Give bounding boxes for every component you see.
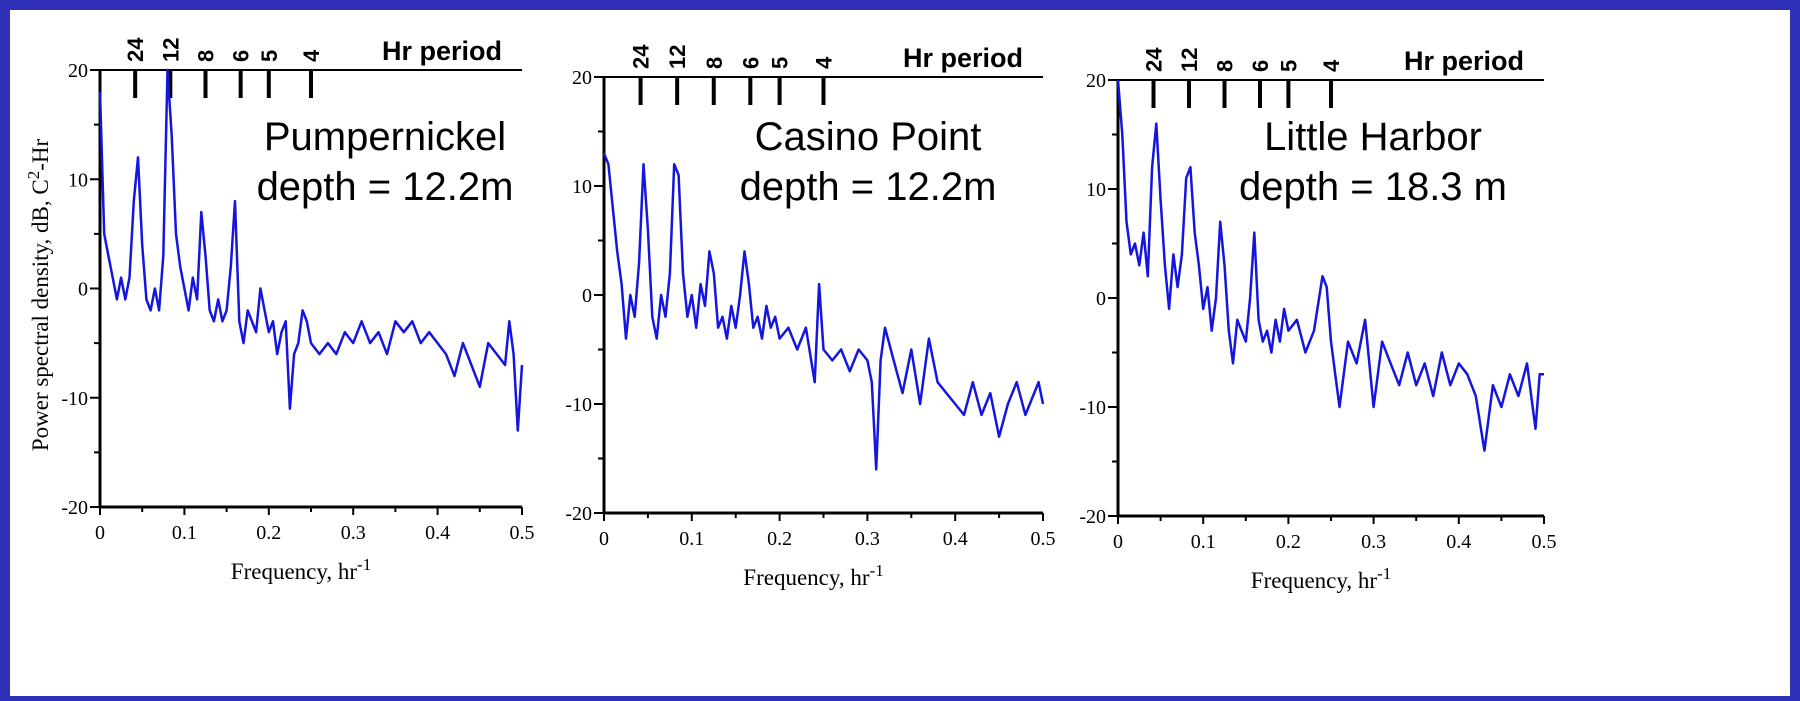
x-tick-label: 0.2 xyxy=(1276,531,1301,553)
figure-canvas: -20 -10 0 10 20 0 0.1 0.2 0.3 0.4 0.5 Frequency, hr… xyxy=(10,10,1790,696)
period-tick-label: 12 xyxy=(665,45,690,69)
y-tick-label: -20 xyxy=(61,497,88,519)
x-tick-label: 0.1 xyxy=(1191,531,1216,553)
y-tick-label: -20 xyxy=(1079,506,1106,528)
spectrum-line xyxy=(1116,79,1544,452)
panel-title-station: Pumpernickel xyxy=(264,115,506,159)
period-tick-label: 6 xyxy=(1248,60,1273,72)
period-tick-label: 4 xyxy=(1319,59,1344,72)
period-axis-label: Hr period xyxy=(903,43,1023,73)
y-tick-label: 0 xyxy=(582,285,592,307)
period-tick-label: 4 xyxy=(299,49,324,62)
x-tick-label: 0.1 xyxy=(679,528,704,550)
x-axis-label: Frequency, hr-1 xyxy=(231,555,371,584)
y-axis-label: Power spectral density, dB, C2-Hr xyxy=(24,138,53,451)
x-tick-label: 0 xyxy=(1113,531,1123,553)
y-tick-label: 10 xyxy=(68,169,88,191)
y-tick-label: 20 xyxy=(1086,70,1106,92)
x-tick-label: 0.4 xyxy=(1446,531,1471,553)
period-tick-label: 12 xyxy=(158,38,183,62)
period-axis-label: Hr period xyxy=(382,36,502,66)
y-tick-label: -20 xyxy=(565,503,592,525)
y-tick-label: -10 xyxy=(61,388,88,410)
period-axis-label: Hr period xyxy=(1404,46,1524,76)
y-tick-label: 0 xyxy=(78,279,88,301)
period-tick-label: 6 xyxy=(738,57,763,69)
period-tick-label: 5 xyxy=(257,50,282,62)
period-tick-label: 24 xyxy=(629,44,654,69)
panel-title-depth: depth = 12.2m xyxy=(257,165,514,209)
y-axis-label-tail: -Hr xyxy=(28,138,53,170)
x-tick-label: 0 xyxy=(95,522,105,544)
y-tick-label: 20 xyxy=(68,60,88,82)
x-tick-label: 0.4 xyxy=(425,522,450,544)
x-axis-label: Frequency, hr-1 xyxy=(1251,564,1391,593)
x-tick-label: 0.3 xyxy=(855,528,880,550)
panel-title-depth: depth = 12.2m xyxy=(740,165,997,209)
x-tick-label: 0.3 xyxy=(1361,531,1386,553)
period-tick-label: 6 xyxy=(229,50,254,62)
y-tick-label: 20 xyxy=(572,67,592,89)
period-tick-label: 12 xyxy=(1177,48,1202,72)
y-tick-label: -10 xyxy=(1079,397,1106,419)
x-tick-label: 0.5 xyxy=(1031,528,1056,550)
y-tick-label: 10 xyxy=(1086,179,1106,201)
y-tick-label: 10 xyxy=(572,176,592,198)
x-tick-label: 0.1 xyxy=(172,522,197,544)
x-tick-label: 0.3 xyxy=(341,522,366,544)
x-tick-label: 0 xyxy=(599,528,609,550)
period-tick-label: 5 xyxy=(768,57,793,69)
panel-title-station: Little Harbor xyxy=(1264,115,1482,159)
panel-title-depth: depth = 18.3 m xyxy=(1239,165,1507,209)
x-axis-label-superscript: -1 xyxy=(1377,564,1391,583)
period-tick-label: 24 xyxy=(123,37,148,62)
panel-title-station: Casino Point xyxy=(755,115,982,159)
spectrum-line xyxy=(98,68,524,432)
period-tick-label: 8 xyxy=(194,50,219,62)
period-tick-label: 8 xyxy=(1213,60,1238,72)
y-tick-label: 0 xyxy=(1096,288,1106,310)
x-tick-label: 0.2 xyxy=(767,528,792,550)
x-tick-label: 0.4 xyxy=(943,528,968,550)
period-tick-label: 4 xyxy=(812,56,837,69)
x-tick-label: 0.2 xyxy=(256,522,281,544)
x-axis-label-superscript: -1 xyxy=(357,555,371,574)
x-tick-label: 0.5 xyxy=(1532,531,1557,553)
period-tick-label: 24 xyxy=(1142,47,1167,72)
x-tick-label: 0.5 xyxy=(510,522,535,544)
period-tick-label: 5 xyxy=(1276,60,1301,72)
spectrum-line xyxy=(602,152,1045,471)
x-axis-label: Frequency, hr-1 xyxy=(743,561,883,590)
y-axis-label-superscript: 2 xyxy=(24,171,43,180)
y-tick-label: -10 xyxy=(565,394,592,416)
x-axis-label-superscript: -1 xyxy=(870,561,884,580)
period-tick-label: 8 xyxy=(702,57,727,69)
